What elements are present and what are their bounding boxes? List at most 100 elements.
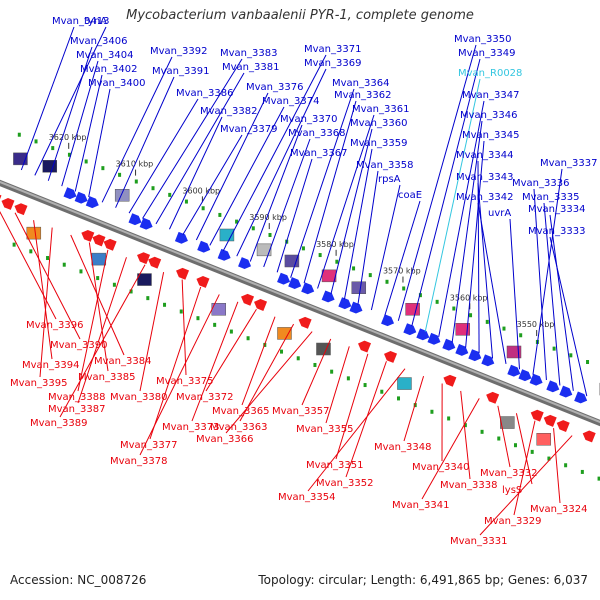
reverse-gene-arrow [241,293,255,306]
forward-gene-label: Mvan_3404 [76,50,133,61]
forward-gene-arrow [349,301,363,314]
guide-dot [196,316,200,321]
reverse-gene-arrow [298,316,312,329]
forward-gene-arrow [559,385,573,398]
reverse-gene-label: Mvan_3396 [26,320,83,331]
reverse-gene-arrow [148,256,162,269]
tick-label: 3620 kbp [49,133,87,142]
guide-dot [84,159,88,164]
forward-leader-line [509,218,520,370]
guide-dot [235,219,239,224]
guide-dot [29,249,33,254]
tick-label: 3570 kbp [383,267,421,276]
guide-dot [151,186,155,191]
guide-dot [352,266,356,271]
forward-gene-label: Mvan_3392 [150,46,207,57]
forward-gene-label: Mvan_3359 [350,138,407,149]
guide-dot [17,132,21,137]
reverse-gene-arrow [530,409,544,422]
guide-dot [79,269,83,274]
guide-dot [96,276,100,281]
forward-gene-arrow [277,272,291,285]
forward-gene-arrow [403,323,417,336]
tick-label: 3600 kbp [182,186,220,195]
reverse-gene-label: lysS [502,485,522,496]
reverse-leader-line [497,405,511,468]
forward-gene-label: Mvan_3413 [52,16,109,27]
forward-gene-label: Mvan_3337 [540,158,597,169]
guide-dot [134,179,138,184]
reverse-gene-label: Mvan_3394 [22,360,79,371]
reverse-gene-label: Mvan_3332 [480,468,537,479]
reverse-gene-label: Mvan_3331 [450,536,507,547]
forward-leader-line [182,134,243,235]
forward-leader-line [424,78,481,332]
guide-dot [280,349,284,354]
guide-dot [447,416,451,421]
forward-gene-arrow [217,248,231,261]
reverse-gene-label: Mvan_3338 [440,480,497,491]
forward-gene-label: coaE [398,190,422,201]
reverse-gene-label: Mvan_3388 [48,392,105,403]
forward-gene-label: Mvan_3343 [456,172,513,183]
reverse-leader-line [325,346,350,424]
guide-dot [51,146,55,151]
forward-leader-line [20,26,75,171]
feature-block-reverse [26,226,42,240]
guide-dot [101,166,105,171]
forward-leader-line [128,98,199,214]
forward-gene-label: Mvan_3346 [460,110,517,121]
forward-leader-line [477,202,507,364]
feature-block-forward [455,323,471,336]
guide-dot [112,282,116,287]
reverse-gene-arrow [176,267,190,280]
reverse-gene-arrow [486,391,500,404]
guide-dot [296,356,300,361]
guide-dot [46,256,50,261]
forward-leader-line [74,74,103,192]
forward-leader-line [222,54,327,252]
reverse-gene-label: Mvan_3351 [306,460,363,471]
forward-leader-line [438,100,485,338]
forward-gene-label: Mvan_3386 [176,88,233,99]
guide-dot [397,396,401,401]
forward-gene-label: Mvan_3347 [462,90,519,101]
reverse-gene-label: Mvan_3357 [272,406,329,417]
forward-leader-line [533,188,547,381]
reverse-gene-arrow [358,340,372,353]
guide-dot [229,329,233,334]
forward-leader-line [101,56,173,203]
guide-dot [569,353,573,358]
reverse-gene-label: Mvan_3366 [196,434,253,445]
forward-gene-label: Mvan_3335 [522,192,579,203]
topology-text: Topology: circular; Length: 6,491,865 bp… [258,573,588,587]
forward-leader-line [88,88,111,198]
forward-leader-line [330,128,373,294]
tick-label: 3590 kbp [249,213,287,222]
feature-block-forward [351,281,367,294]
reverse-gene-arrow [582,430,596,443]
forward-gene-label: Mvan_3361 [352,104,409,115]
reverse-gene-arrow [1,198,15,210]
reverse-gene-label: Mvan_3363 [210,422,267,433]
reverse-gene-label: Mvan_3352 [316,478,373,489]
reverse-gene-arrow [14,203,28,216]
forward-gene-label: Mvan_3374 [262,96,319,107]
guide-dot [547,456,551,461]
guide-dot [179,309,183,314]
reverse-leader-line [33,220,53,360]
guide-dot [380,389,384,394]
reverse-leader-line [59,264,146,418]
forward-gene-label: Mvan_3400 [88,78,145,89]
guide-dot [246,336,250,341]
reverse-gene-arrow [137,252,151,265]
forward-leader-line [195,92,269,241]
reverse-gene-label: Mvan_3390 [50,340,107,351]
guide-dot [485,319,489,324]
feature-band [0,107,600,499]
forward-gene-arrow [301,282,315,295]
guide-dot [301,246,305,251]
reverse-leader-line [205,309,257,392]
reverse-leader-line [301,338,332,406]
forward-gene-label: Mvan_3344 [456,150,513,161]
